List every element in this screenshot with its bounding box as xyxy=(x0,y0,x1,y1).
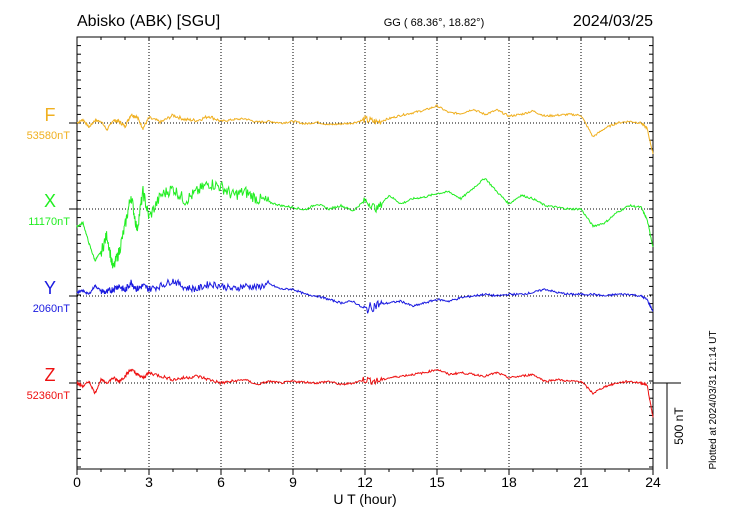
scale-bar: 500 nT xyxy=(653,382,686,469)
geo-coordinates: GG ( 68.36°, 18.82°) xyxy=(384,17,485,29)
label-z: Z xyxy=(45,365,56,385)
x-tick-label-6: 6 xyxy=(217,474,225,490)
frame-tick-marks xyxy=(77,36,653,468)
x-tick-label-24: 24 xyxy=(645,474,661,490)
time-gridlines xyxy=(148,37,582,469)
x-tick-label-21: 21 xyxy=(573,474,589,490)
scale-bar-label: 500 nT xyxy=(672,407,686,445)
trace-y xyxy=(76,278,654,314)
label-y: Y xyxy=(44,278,56,298)
baseline-value-z: 52360nT xyxy=(27,390,71,402)
trace-x xyxy=(76,178,654,269)
component-labels: F 53580nT X 11170nT Y 2060nT Z 52360nT xyxy=(27,105,71,402)
x-axis-title: U T (hour) xyxy=(333,491,396,507)
baseline-value-x: 11170nT xyxy=(28,216,70,228)
x-tick-label-18: 18 xyxy=(501,474,517,490)
trace-z xyxy=(76,368,654,418)
x-axis: 0 3 6 9 12 15 18 21 24 xyxy=(73,37,661,490)
x-tick-label-15: 15 xyxy=(429,474,445,490)
record-date: 2024/03/25 xyxy=(573,13,653,30)
plotted-timestamp: Plotted at 2024/03/31 21:14 UT xyxy=(708,331,719,470)
x-tick-label-9: 9 xyxy=(289,474,297,490)
x-tick-label-0: 0 xyxy=(73,474,81,490)
component-baselines xyxy=(69,122,653,384)
x-tick-label-12: 12 xyxy=(357,474,373,490)
label-x: X xyxy=(44,191,56,211)
x-tick-label-3: 3 xyxy=(145,474,153,490)
station-title: Abisko (ABK) [SGU] xyxy=(77,13,220,30)
component-traces xyxy=(76,104,654,418)
trace-f xyxy=(76,104,654,155)
baseline-value-y: 2060nT xyxy=(33,303,71,315)
baseline-value-f: 53580nT xyxy=(27,130,71,142)
label-f: F xyxy=(45,105,56,125)
